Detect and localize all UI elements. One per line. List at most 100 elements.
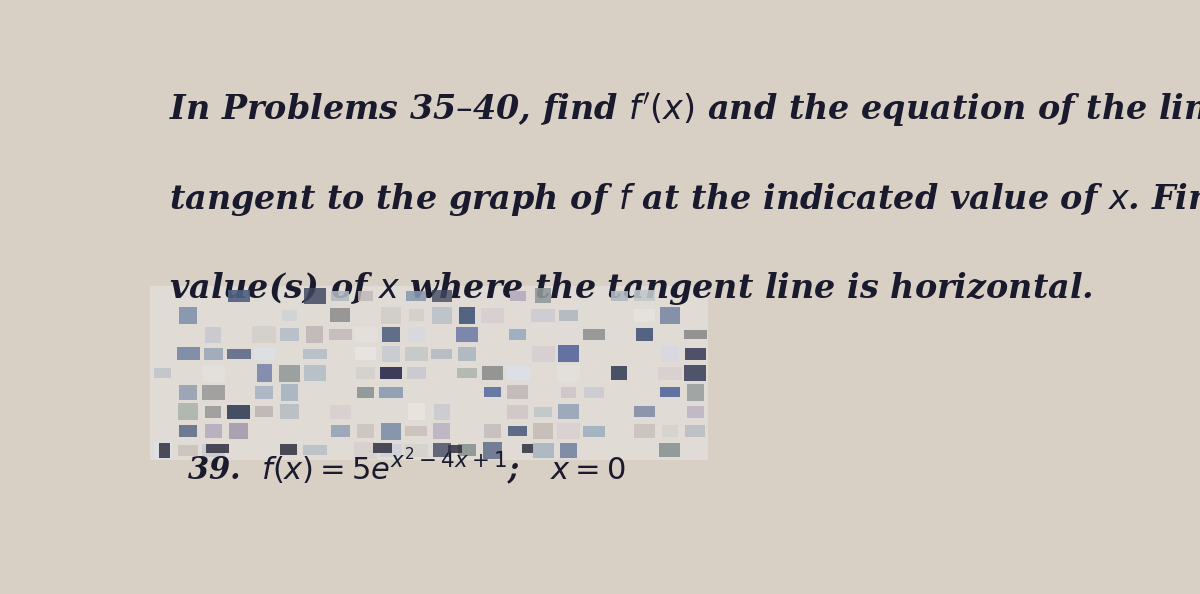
Bar: [154, 442, 172, 459]
Bar: [557, 327, 580, 343]
Bar: [281, 384, 299, 400]
Bar: [448, 445, 462, 453]
Bar: [356, 367, 376, 380]
Bar: [660, 387, 680, 397]
Bar: [358, 291, 373, 301]
Text: In Problems 35–40, find $f'(x)$ and the equation of the line: In Problems 35–40, find $f'(x)$ and the …: [168, 92, 1200, 129]
Bar: [433, 423, 450, 439]
Bar: [179, 307, 197, 324]
Bar: [458, 347, 476, 361]
Text: tangent to the graph of $f$ at the indicated value of $x$. Find the: tangent to the graph of $f$ at the indic…: [168, 181, 1200, 218]
Bar: [560, 443, 576, 458]
Bar: [508, 386, 528, 399]
Bar: [206, 444, 229, 453]
Bar: [522, 444, 533, 453]
Bar: [380, 367, 402, 380]
Bar: [583, 387, 604, 398]
Bar: [684, 365, 706, 381]
Bar: [508, 405, 528, 419]
Bar: [510, 291, 526, 301]
Bar: [227, 405, 251, 419]
Bar: [458, 444, 476, 456]
Bar: [227, 349, 251, 359]
Bar: [661, 346, 679, 362]
Bar: [583, 329, 605, 340]
Bar: [160, 443, 170, 458]
Bar: [150, 286, 708, 460]
Bar: [331, 291, 349, 301]
Bar: [458, 307, 475, 324]
Bar: [457, 368, 476, 378]
Bar: [304, 446, 326, 456]
Bar: [406, 426, 427, 436]
Bar: [382, 327, 400, 342]
Bar: [202, 365, 226, 382]
Bar: [380, 444, 402, 457]
Bar: [482, 442, 502, 459]
Bar: [635, 406, 655, 417]
Bar: [179, 446, 198, 456]
Bar: [684, 330, 707, 339]
Bar: [432, 290, 451, 302]
Bar: [534, 407, 552, 416]
Bar: [558, 346, 578, 362]
Bar: [406, 347, 427, 361]
Bar: [380, 307, 401, 324]
Bar: [202, 444, 224, 457]
Bar: [252, 327, 276, 343]
Bar: [179, 425, 197, 437]
Bar: [155, 426, 170, 436]
Bar: [253, 348, 275, 360]
Bar: [484, 424, 502, 438]
Bar: [152, 309, 173, 322]
Bar: [535, 289, 551, 304]
Bar: [558, 405, 580, 419]
Bar: [532, 346, 554, 362]
Bar: [280, 365, 300, 382]
Bar: [379, 387, 402, 397]
Bar: [557, 365, 580, 381]
Bar: [612, 366, 626, 380]
Bar: [373, 443, 391, 453]
Bar: [658, 366, 682, 380]
Bar: [155, 368, 172, 378]
Bar: [634, 309, 655, 321]
Bar: [408, 386, 424, 400]
Bar: [382, 346, 400, 362]
Bar: [304, 349, 326, 359]
Bar: [205, 424, 222, 438]
Bar: [686, 406, 703, 418]
Bar: [634, 290, 655, 301]
Bar: [176, 347, 199, 361]
Bar: [154, 290, 172, 301]
Bar: [660, 307, 680, 324]
Bar: [408, 309, 424, 321]
Bar: [685, 347, 706, 360]
Bar: [509, 328, 527, 340]
Bar: [228, 290, 250, 302]
Bar: [280, 328, 300, 340]
Bar: [560, 387, 576, 398]
Bar: [229, 424, 248, 439]
Bar: [406, 290, 426, 301]
Bar: [408, 403, 425, 420]
Text: value(s) of $x$ where the tangent line is horizontal.: value(s) of $x$ where the tangent line i…: [168, 270, 1092, 307]
Bar: [662, 425, 678, 437]
Bar: [330, 308, 350, 323]
Bar: [281, 404, 299, 419]
Bar: [533, 423, 553, 439]
Bar: [482, 366, 503, 381]
Bar: [532, 309, 554, 322]
Bar: [179, 385, 197, 400]
Bar: [356, 387, 374, 399]
Bar: [686, 384, 704, 401]
Bar: [684, 444, 707, 457]
Bar: [433, 404, 450, 420]
Bar: [304, 365, 326, 381]
Bar: [404, 444, 428, 457]
Bar: [354, 327, 378, 342]
Bar: [506, 366, 529, 380]
Bar: [481, 308, 504, 323]
Bar: [355, 347, 377, 361]
Bar: [329, 329, 352, 340]
